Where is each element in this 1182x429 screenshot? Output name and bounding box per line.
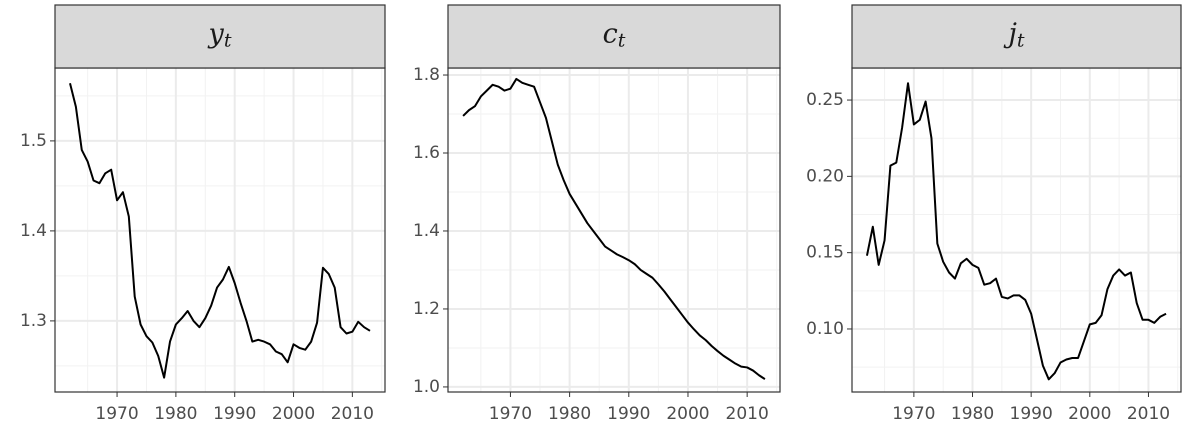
x-tick-label: 1980: [951, 404, 994, 424]
data-line: [462, 77, 766, 380]
panel-background: [852, 68, 1181, 392]
x-tick-label: 2000: [1068, 404, 1111, 424]
x-tick-label: 2000: [272, 404, 315, 424]
strip: [851, 4, 1182, 69]
x-tick-label: 2000: [666, 404, 709, 424]
strip: [54, 4, 386, 69]
y-tick-label: 1.8: [413, 65, 440, 85]
x-tick-label: 1980: [548, 404, 591, 424]
y-tick-label: 1.0: [413, 377, 440, 397]
strip-title: ct: [603, 18, 626, 52]
strip: [447, 4, 781, 69]
title-base: y: [208, 18, 225, 49]
title-base: c: [603, 18, 618, 49]
y-tick-label: 0.25: [806, 90, 844, 110]
x-tick-label: 1990: [607, 404, 650, 424]
data-line: [69, 83, 371, 379]
x-tick-label: 1970: [95, 404, 138, 424]
x-tick-label: 2010: [726, 404, 769, 424]
x-tick-label: 1990: [213, 404, 256, 424]
y-tick-label: 1.5: [20, 131, 47, 151]
x-tick-label: 1990: [1010, 404, 1053, 424]
panel: 1970 1980 1990 2000 2010 1.0 1.2 1.4 1.6 1.8 ct: [413, 4, 781, 424]
x-tick-label: 2010: [331, 404, 374, 424]
strip-title: yt: [208, 18, 232, 52]
x-tick-label: 1980: [154, 404, 197, 424]
title-subscript: t: [618, 30, 626, 52]
y-tick-label: 0.20: [806, 166, 844, 186]
panel: 1970 1980 1990 2000 2010 1.3 1.4 1.5 yt: [20, 4, 386, 424]
x-tick-label: 1970: [892, 404, 935, 424]
y-tick-label: 1.6: [413, 143, 440, 163]
x-tick-label: 2010: [1127, 404, 1170, 424]
data-line: [865, 82, 1167, 381]
y-tick-label: 0.15: [806, 243, 844, 263]
title-subscript: t: [1017, 30, 1025, 52]
y-tick-label: 1.3: [20, 311, 47, 331]
x-tick-label: 1970: [489, 404, 532, 424]
y-tick-label: 0.10: [806, 319, 844, 339]
y-tick-label: 1.4: [413, 221, 440, 241]
y-tick-label: 1.2: [413, 299, 440, 319]
y-tick-label: 1.4: [20, 221, 47, 241]
title-subscript: t: [224, 30, 232, 52]
